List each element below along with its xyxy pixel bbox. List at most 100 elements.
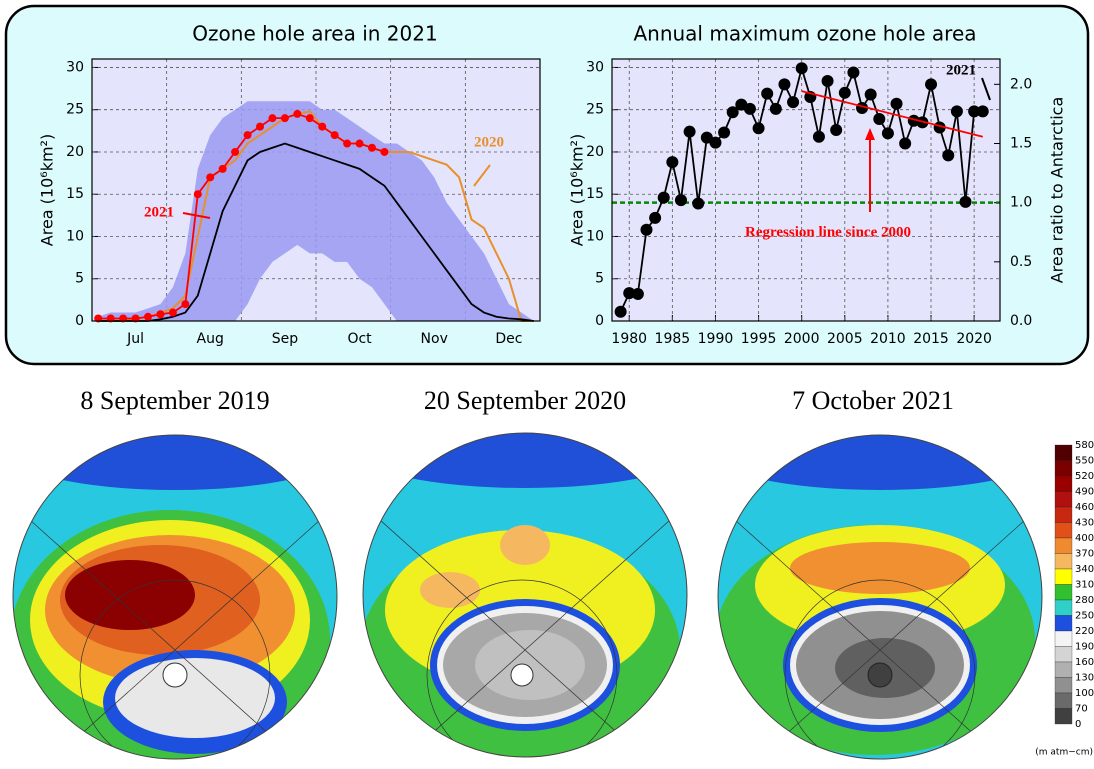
marker	[206, 173, 214, 181]
colorbar-unit: (m atm−cm)	[1035, 748, 1093, 758]
y-tick-label: 5	[75, 271, 84, 287]
marker	[684, 126, 696, 138]
marker	[761, 88, 773, 100]
marker	[873, 113, 885, 125]
marker	[658, 192, 670, 204]
marker	[156, 310, 164, 318]
marker	[281, 114, 289, 122]
marker	[960, 196, 972, 208]
map	[5, 410, 345, 765]
colorbar-label: 520	[1075, 471, 1094, 482]
colorbar-label: 220	[1075, 626, 1094, 637]
y-tick-label: 25	[66, 102, 84, 118]
marker	[951, 105, 963, 117]
colorbar-label: 250	[1075, 611, 1094, 622]
colorbar-box	[1055, 554, 1072, 570]
y2-axis-label: Area ratio to Antarctica	[1048, 97, 1067, 284]
marker	[666, 156, 678, 168]
marker	[942, 149, 954, 161]
marker	[891, 98, 903, 110]
annotation: 2021	[144, 204, 174, 220]
marker	[753, 122, 765, 134]
map-title: 20 September 2020	[424, 386, 626, 415]
marker	[318, 123, 326, 131]
marker	[169, 309, 177, 317]
marker	[144, 313, 152, 321]
annotation: 2020	[474, 134, 504, 150]
y-tick-label: 20	[66, 144, 84, 160]
y-tick-label: 10	[66, 228, 84, 244]
colorbar-box	[1055, 616, 1072, 632]
x-tick-label: 1985	[655, 331, 691, 347]
marker	[770, 103, 782, 115]
marker	[181, 300, 189, 308]
y-tick-label: 10	[586, 228, 604, 244]
y-axis-label: Area (10⁶km²)	[38, 134, 57, 246]
x-tick-label: 1995	[741, 331, 777, 347]
marker	[256, 123, 264, 131]
marker	[380, 148, 388, 156]
colorbar-label: 190	[1075, 642, 1094, 653]
colorbar-label: 340	[1075, 564, 1094, 575]
marker	[925, 78, 937, 90]
colorbar-box	[1055, 569, 1072, 585]
marker	[331, 131, 339, 139]
colorbar-box	[1055, 507, 1072, 523]
marker	[368, 144, 376, 152]
x-tick-label: 1980	[611, 331, 647, 347]
y2-tick-label: 2.0	[1010, 76, 1032, 92]
y-tick-label: 20	[586, 144, 604, 160]
colorbar-label: 160	[1075, 657, 1094, 668]
marker	[293, 110, 301, 118]
marker	[709, 137, 721, 149]
marker	[194, 190, 202, 198]
colorbar-label: 460	[1075, 502, 1094, 513]
marker	[744, 103, 756, 115]
colorbar-box	[1055, 678, 1072, 694]
marker	[640, 224, 652, 236]
marker	[649, 212, 661, 224]
x-tick-label: 2000	[784, 331, 820, 347]
x-tick-label: 1990	[698, 331, 734, 347]
marker	[796, 62, 808, 74]
colorbar-label: 70	[1075, 704, 1088, 715]
marker	[822, 75, 834, 87]
y-tick-label: 15	[66, 186, 84, 202]
colorbar-box	[1055, 476, 1072, 492]
marker	[231, 148, 239, 156]
x-tick-label: 2005	[827, 331, 863, 347]
colorbar-box	[1055, 631, 1072, 647]
colorbar-label: 550	[1075, 456, 1094, 467]
marker	[306, 114, 314, 122]
colorbar-box	[1055, 662, 1072, 678]
y2-tick-label: 1.0	[1010, 195, 1032, 211]
y-tick-label: 15	[586, 186, 604, 202]
x-tick-label: Dec	[495, 331, 522, 347]
y2-tick-label: 0.5	[1010, 254, 1032, 270]
marker	[692, 198, 704, 210]
y-tick-label: 30	[586, 59, 604, 75]
x-tick-label: Nov	[421, 331, 448, 347]
colorbar-label: 490	[1075, 487, 1094, 498]
marker	[615, 306, 627, 318]
map	[355, 412, 695, 765]
colorbar-label: 370	[1075, 549, 1094, 560]
y-tick-label: 0	[75, 313, 84, 329]
colorbar-box	[1055, 538, 1072, 554]
marker	[632, 288, 644, 300]
marker	[219, 165, 227, 173]
y-axis-label: Area (10⁶km²)	[568, 134, 587, 246]
colorbar-box	[1055, 523, 1072, 539]
map	[710, 414, 1050, 765]
y-tick-label: 25	[586, 102, 604, 118]
marker	[882, 127, 894, 139]
colorbar-box	[1055, 709, 1072, 725]
marker	[865, 88, 877, 100]
colorbar-label: 430	[1075, 518, 1094, 529]
map-title: 7 October 2021	[792, 386, 954, 415]
colorbar-box	[1055, 445, 1072, 461]
colorbar-label: 0	[1075, 719, 1081, 730]
marker	[847, 67, 859, 79]
marker	[977, 105, 989, 117]
marker	[899, 138, 911, 150]
